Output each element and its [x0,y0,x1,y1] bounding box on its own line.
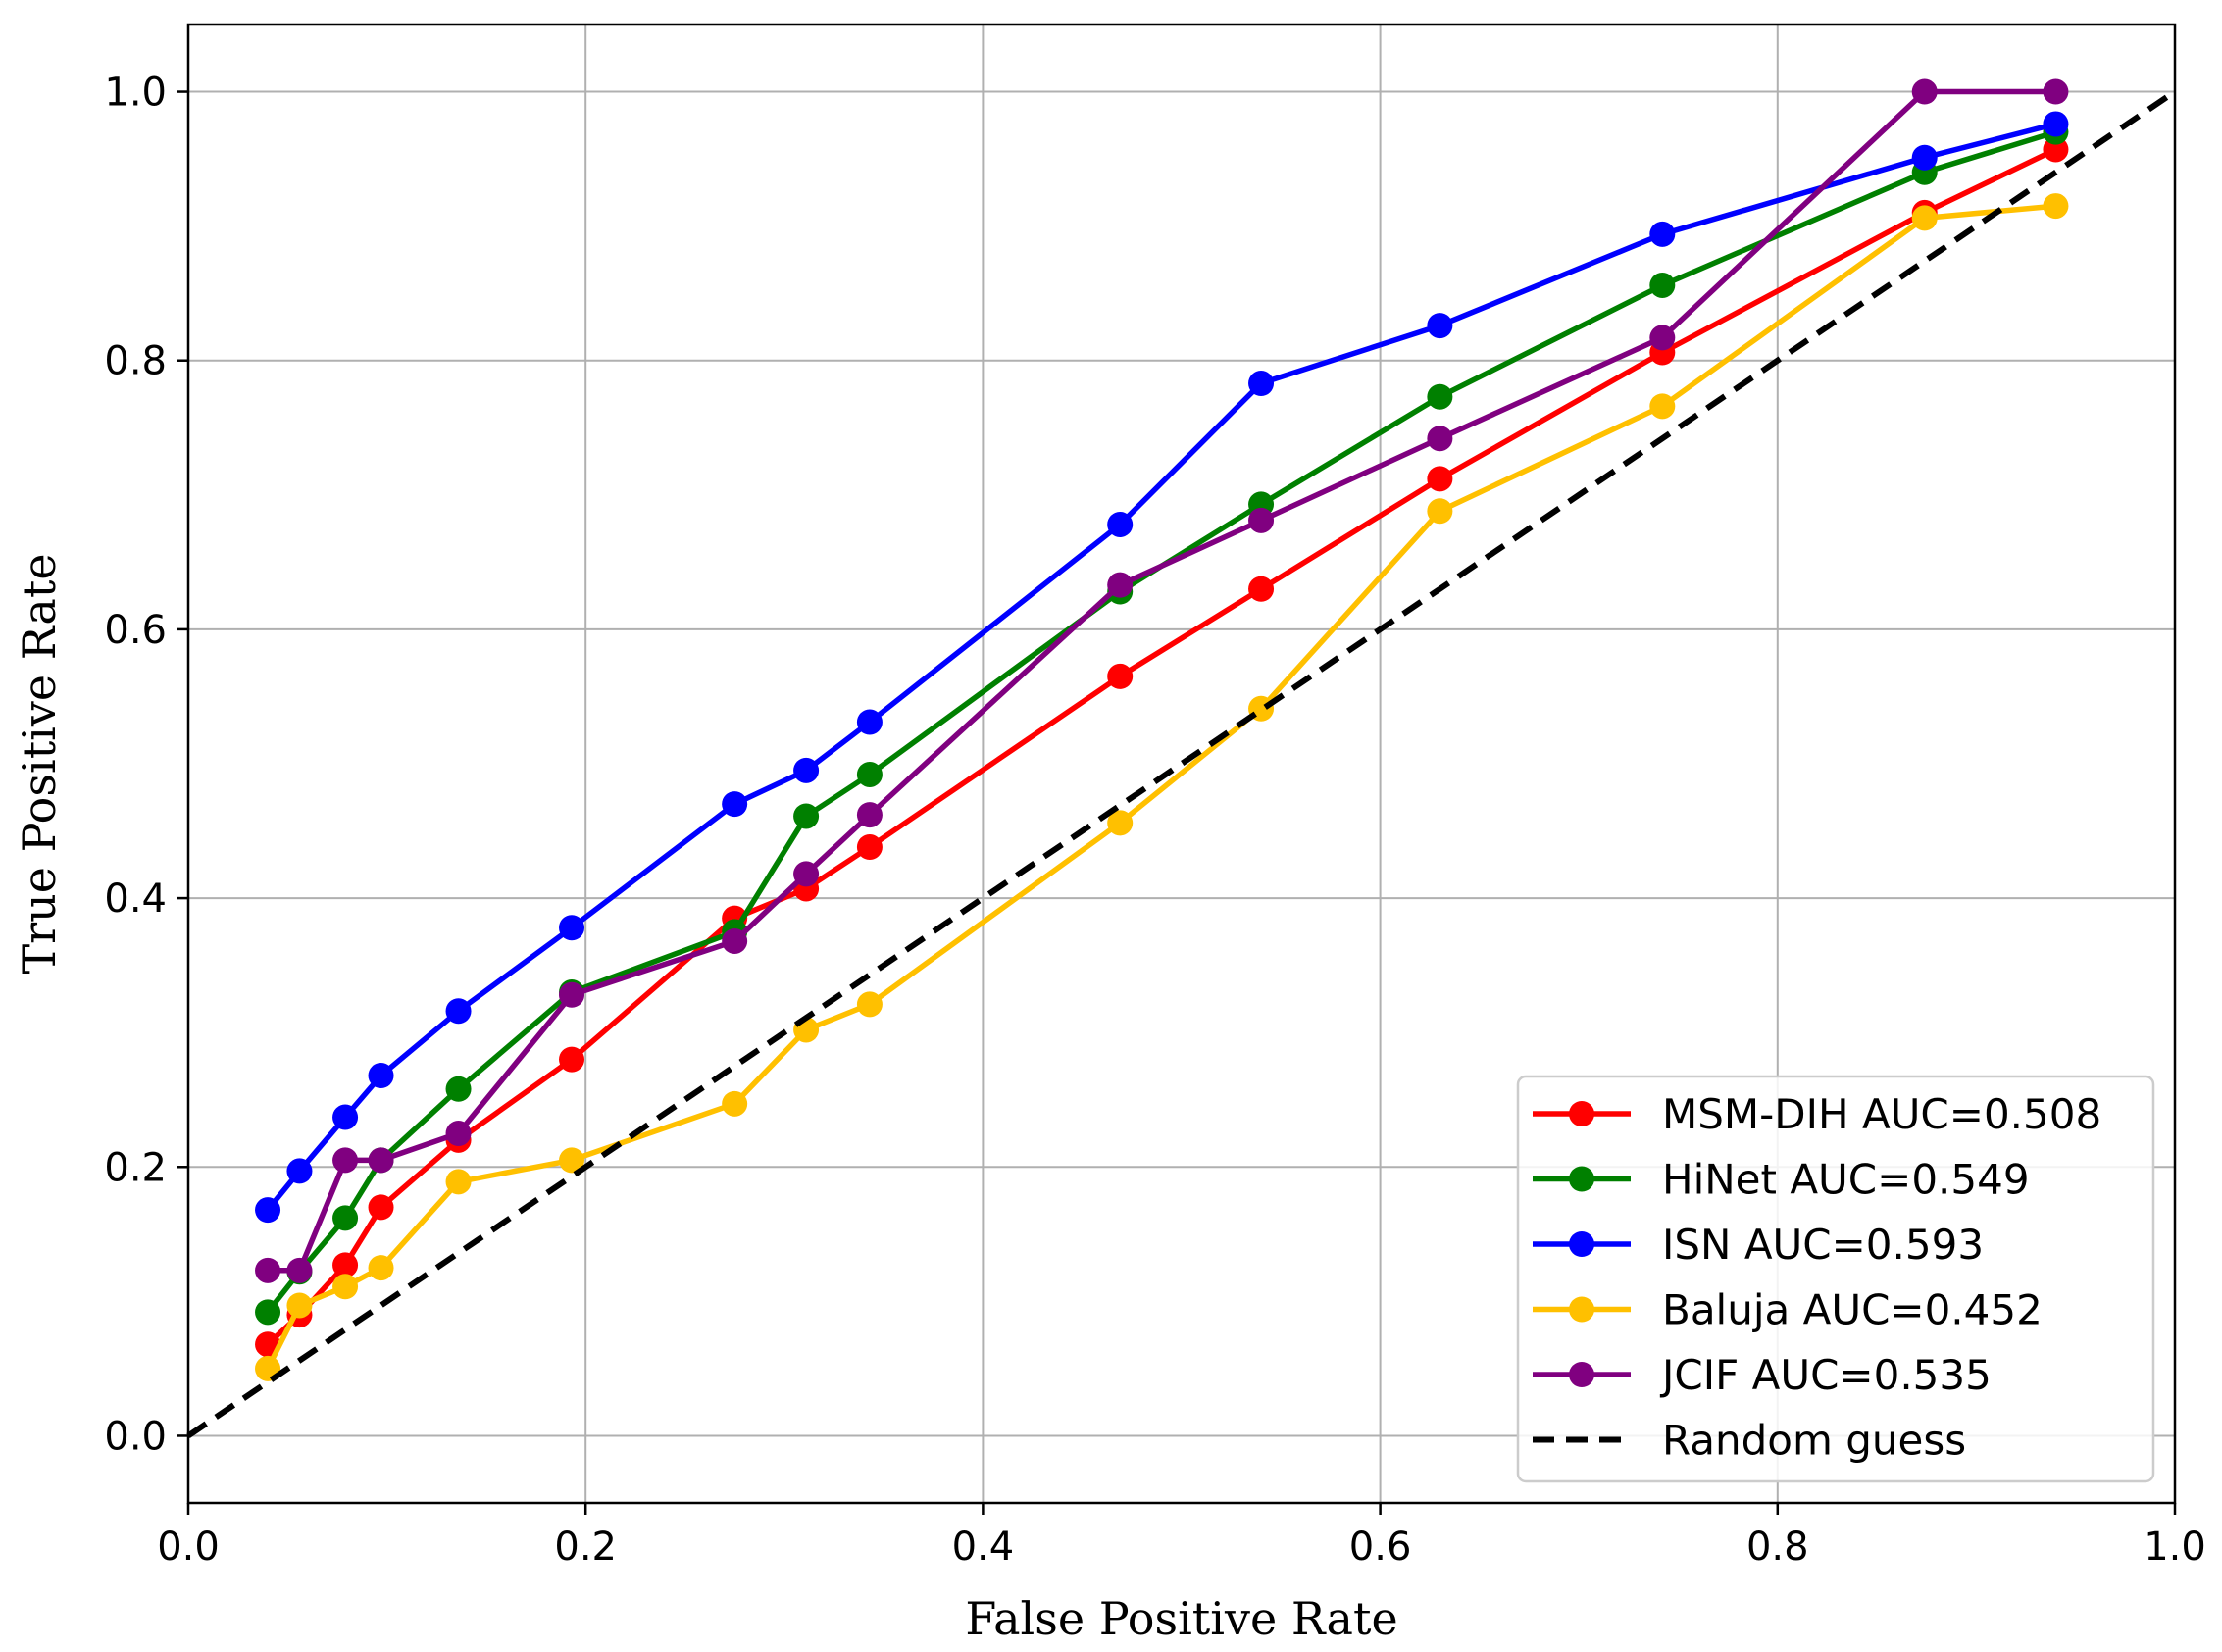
data-point [1649,221,1676,247]
data-point [856,761,883,787]
data-point [2043,78,2069,105]
axis-ticks: 0.0 0.2 0.4 0.6 0.8 1.0 0.0 0.2 0.4 0.6 0.8 1.0 [104,71,2205,1570]
x-tick-label: 0.8 [1746,1525,1809,1570]
y-tick-label: 0.8 [104,339,167,384]
data-point [856,833,883,860]
legend: MSM-DIH AUC=0.508 HiNet AUC=0.549 ISN AUC=… [1516,1075,2155,1483]
data-point [445,1076,472,1102]
data-point [1649,272,1676,298]
data-point [722,1090,748,1117]
legend-marker [1569,1362,1594,1387]
x-tick-label: 1.0 [2144,1525,2206,1570]
series-2 [255,111,2069,1224]
data-point [368,1194,394,1221]
legend-label: MSM-DIH AUC=0.508 [1662,1090,2101,1138]
data-point [1911,144,1938,171]
data-point [1911,205,1938,231]
legend-marker [1569,1231,1594,1257]
data-point [559,1147,585,1174]
data-point [445,1169,472,1195]
legend-label: ISN AUC=0.593 [1662,1221,1984,1269]
data-point [368,1147,394,1174]
data-point [332,1147,359,1174]
y-tick-label: 0.0 [104,1414,167,1459]
legend-box [1516,1075,2155,1483]
data-point [1427,466,1453,492]
legend-label: HiNet AUC=0.549 [1662,1156,2030,1204]
y-tick-label: 0.6 [104,608,167,653]
data-point [1911,78,1938,105]
data-point [856,802,883,828]
legend-label: Baluja AUC=0.452 [1662,1286,2043,1334]
data-point [856,991,883,1018]
y-tick-label: 1.0 [104,71,167,116]
data-point [722,927,748,954]
grid-lines [187,25,2176,1503]
data-point [1107,572,1134,598]
y-axis-label: True Positive Rate [13,553,66,974]
data-point [1248,507,1275,533]
data-point [255,1197,281,1224]
y-tick-label: 0.2 [104,1145,167,1190]
y-tick-label: 0.4 [104,876,167,922]
plot-series [186,78,2177,1438]
data-point [1107,511,1134,537]
data-point [286,1158,313,1184]
data-point [1649,393,1676,420]
data-point [2043,111,2069,137]
series-4 [255,78,2069,1283]
x-tick-label: 0.6 [1349,1525,1412,1570]
data-point [286,1292,313,1319]
data-point [255,1257,281,1283]
data-point [2043,136,2069,163]
data-point [559,1046,585,1073]
data-point [332,1252,359,1278]
legend-marker [1569,1101,1594,1126]
legend-marker [1569,1166,1594,1192]
data-point [722,791,748,818]
data-point [368,1063,394,1089]
data-point [1248,371,1275,397]
data-point [1107,663,1134,689]
series-3 [255,193,2069,1381]
data-point [332,1104,359,1130]
data-point [445,998,472,1025]
legend-marker [1569,1296,1594,1323]
data-point [332,1205,359,1231]
data-point [793,803,820,829]
data-point [286,1257,313,1283]
plot-frame [186,23,2177,1505]
data-point [559,915,585,941]
data-point [1248,576,1275,602]
data-point [1107,810,1134,836]
x-tick-label: 0.0 [157,1525,220,1570]
x-tick-label: 0.2 [554,1525,617,1570]
data-point [1427,426,1453,452]
data-point [793,861,820,887]
data-point [559,981,585,1008]
legend-label: JCIF AUC=0.535 [1659,1351,1992,1399]
data-point [332,1274,359,1300]
data-point [856,709,883,735]
data-point [793,757,820,783]
data-point [445,1121,472,1146]
data-point [1427,498,1453,525]
data-point [1649,325,1676,351]
data-point [368,1255,394,1281]
x-tick-label: 0.4 [952,1525,1015,1570]
data-point [2043,193,2069,220]
legend-label: Random guess [1662,1417,1966,1465]
x-axis-label: False Positive Rate [965,1592,1397,1645]
data-point [1427,313,1453,339]
data-point [1427,383,1453,410]
data-point [255,1299,281,1326]
